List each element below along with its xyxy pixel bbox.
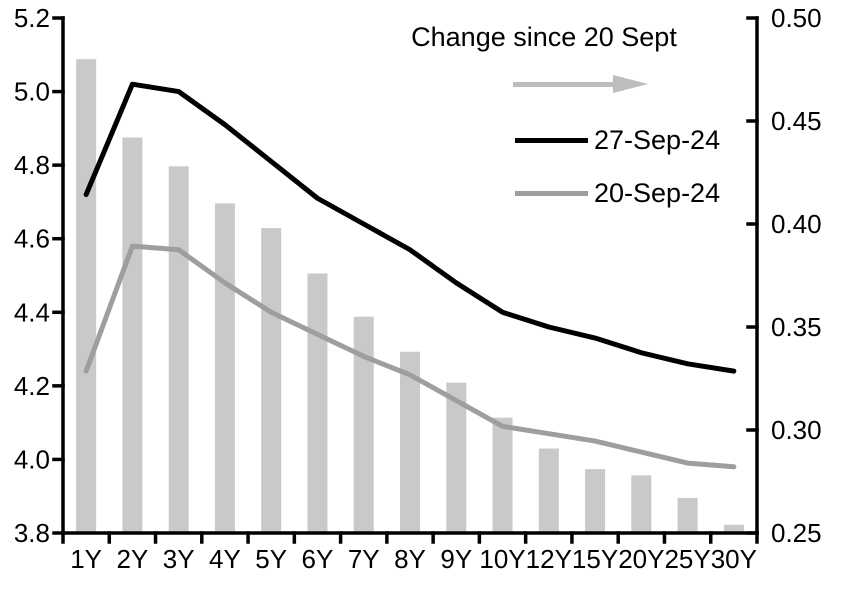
bar-10Y [492,417,513,533]
x-axis-category-label: 10Y [479,544,525,574]
left-axis-tick-label: 4.6 [14,224,50,254]
right-axis-tick-label: 0.25 [771,518,822,548]
right-axis-tick-label: 0.40 [771,209,822,239]
right-axis-tick-label: 0.50 [771,3,822,33]
left-axis-tick-label: 5.0 [14,77,50,107]
bar-3Y [168,166,189,533]
x-axis-category-label: 2Y [116,544,148,574]
bar-9Y [446,382,467,533]
left-axis-tick-label: 3.8 [14,518,50,548]
left-axis-tick-label: 4.8 [14,150,50,180]
x-axis-category-label: 6Y [302,544,334,574]
right-axis-tick-label: 0.30 [771,415,822,445]
x-axis-category-label: 12Y [526,544,572,574]
bar-2Y [122,137,143,534]
right-axis-tick-label: 0.35 [771,312,822,342]
x-axis-category-label: 4Y [209,544,241,574]
x-axis-category-label: 8Y [394,544,426,574]
bar-20Y [631,475,652,533]
line-27-Sep-24 [83,81,737,374]
left-axis-tick-label: 4.2 [14,371,50,401]
x-axis-category-label: 1Y [70,544,102,574]
line-20-Sep-24 [83,243,737,470]
bar-5Y [261,228,282,533]
x-axis-category-label: 3Y [163,544,195,574]
bar-4Y [214,203,235,533]
x-axis-category-label: 25Y [664,544,710,574]
x-axis-category-label: 15Y [572,544,618,574]
bar-1Y [76,59,97,533]
bar-12Y [538,448,559,533]
right-axis-tick-label: 0.45 [771,106,822,136]
bar-15Y [585,469,606,533]
x-axis-category-label: 5Y [255,544,287,574]
left-axis-tick-label: 4.4 [14,297,50,327]
x-axis-category-label: 7Y [348,544,380,574]
bar-8Y [400,351,420,533]
bar-30Y [723,524,744,533]
bar-6Y [307,273,328,533]
left-axis-tick-label: 4.0 [14,444,50,474]
x-axis-category-label: 20Y [618,544,664,574]
bar-25Y [677,497,698,533]
bar-7Y [353,316,374,533]
x-axis-category-label: 9Y [440,544,472,574]
x-axis-category-label: 30Y [711,544,757,574]
left-axis-tick-label: 5.2 [14,3,50,33]
